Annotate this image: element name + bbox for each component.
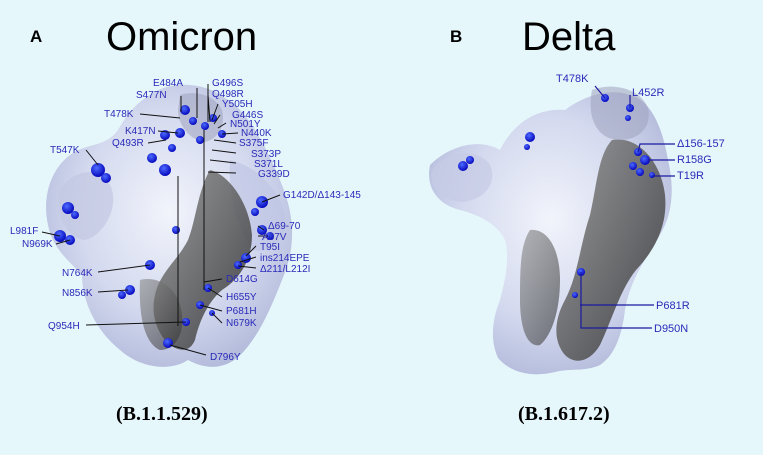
label-q493r: Q493R: [112, 138, 144, 149]
label-s375f: S375F: [239, 138, 268, 149]
delta-mutation-labels: T478K L452R Δ156-157 R158G T19R P681R D9…: [556, 73, 725, 335]
panel-a-title: Omicron: [106, 15, 257, 59]
panel-b-letter: B: [450, 27, 462, 46]
panel-a-lineage: (B.1.1.529): [116, 403, 208, 425]
label-q498r: Q498R: [212, 89, 244, 100]
label-a67v: A67V: [262, 232, 287, 243]
label-s371l: S371L: [254, 159, 283, 170]
label-k417n: K417N: [125, 126, 156, 137]
omicron-mutation-sites: [54, 105, 274, 348]
panel-b-lineage: (B.1.617.2): [518, 403, 610, 425]
label-l452r: L452R: [632, 87, 664, 99]
label-s373p: S373P: [251, 149, 281, 160]
panel-a: A Omicron: [10, 15, 361, 425]
label-n501y: N501Y: [230, 119, 261, 130]
panel-b: B Delta T478: [429, 15, 725, 425]
label-d614g: D614G: [226, 274, 258, 285]
label-h655y: H655Y: [226, 292, 257, 303]
panel-a-letter: A: [30, 27, 42, 46]
label-t478k: T478K: [104, 109, 134, 120]
delta-leader-lines: [580, 85, 675, 329]
delta-mutation-sites: [458, 94, 655, 298]
label-t95i: T95I: [260, 242, 280, 253]
label-s477n: S477N: [136, 90, 167, 101]
label-del156-157: Δ156-157: [677, 138, 725, 150]
label-t547k: T547K: [50, 145, 80, 156]
label-t19r: T19R: [677, 170, 704, 182]
label-e484a: E484A: [153, 78, 183, 89]
delta-spike-structure: [429, 86, 672, 375]
label-d950n: D950N: [654, 323, 688, 335]
omicron-mutation-labels: E484A S477N T478K K417N Q493R T547K G496…: [10, 78, 361, 363]
label-l981f: L981F: [10, 226, 38, 237]
label-d796y: D796Y: [210, 352, 241, 363]
label-g496s: G496S: [212, 78, 243, 89]
omicron-leader-lines: [41, 84, 281, 356]
label-q954h: Q954H: [48, 321, 80, 332]
label-ins214epe: ins214EPE: [260, 253, 310, 264]
label-n764k: N764K: [62, 268, 93, 279]
label-g339d: G339D: [258, 169, 290, 180]
label-r158g: R158G: [677, 154, 712, 166]
label-y505h: Y505H: [222, 99, 253, 110]
label-del211-l212i: Δ211/L212I: [260, 264, 310, 275]
label-del69-70: Δ69-70: [268, 221, 301, 232]
label-n440k: N440K: [241, 128, 272, 139]
label-p681h: P681H: [226, 306, 257, 317]
label-g446s: G446S: [232, 110, 263, 121]
label-p681r: P681R: [656, 300, 690, 312]
label-g142d-del143-145: G142D/Δ143-145: [283, 190, 361, 201]
panel-b-title: Delta: [522, 15, 616, 59]
label-t478k-delta: T478K: [556, 73, 589, 85]
label-n856k: N856K: [62, 288, 93, 299]
label-n969k: N969K: [22, 239, 53, 250]
label-n679k: N679K: [226, 318, 257, 329]
